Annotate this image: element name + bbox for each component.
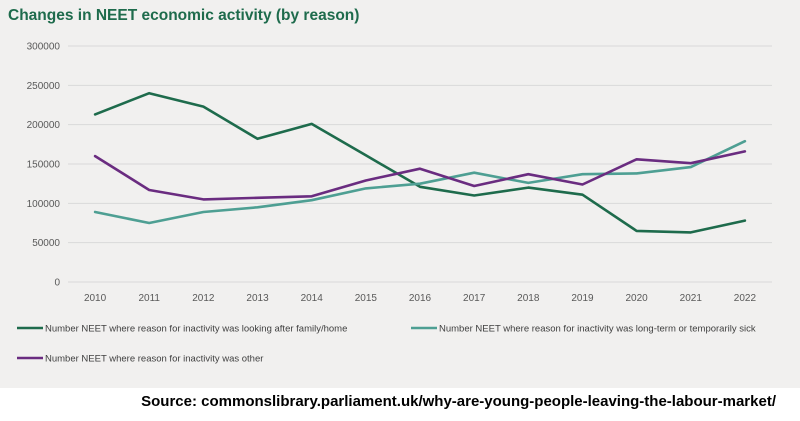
chart-title: Changes in NEET economic activity (by re… (8, 7, 360, 24)
x-tick-label-2014: 2014 (301, 293, 324, 304)
x-tick-label-2011: 2011 (138, 293, 160, 304)
y-tick-label-0: 0 (54, 278, 60, 289)
x-tick-label-2019: 2019 (571, 293, 594, 304)
series-line-1 (93, 91, 747, 234)
x-tick-label-2017: 2017 (463, 293, 486, 304)
series-line-2 (93, 139, 747, 225)
y-tick-label-100000: 100000 (27, 199, 61, 210)
source-caption: Source: commonslibrary.parliament.uk/why… (141, 393, 776, 410)
y-tick-label-250000: 250000 (27, 81, 61, 92)
x-tick-label-2021: 2021 (680, 293, 703, 304)
x-tick-label-2012: 2012 (192, 293, 215, 304)
x-tick-label-2013: 2013 (246, 293, 269, 304)
x-tick-label-2010: 2010 (84, 293, 107, 304)
x-tick-label-2022: 2022 (734, 293, 757, 304)
legend-label-3: Number NEET where reason for inactivity … (45, 354, 263, 365)
chart-panel (0, 0, 800, 388)
y-tick-label-200000: 200000 (27, 120, 61, 131)
x-tick-label-2020: 2020 (625, 293, 648, 304)
y-tick-label-150000: 150000 (27, 160, 61, 171)
legend-label-1: Number NEET where reason for inactivity … (45, 324, 347, 335)
legend-label-2: Number NEET where reason for inactivity … (439, 324, 756, 335)
y-tick-label-300000: 300000 (27, 42, 61, 53)
line-chart: 0 50000 100000 150000 200000 250000 300000 2010… (17, 42, 772, 365)
series-line-3 (93, 150, 747, 201)
x-tick-label-2016: 2016 (409, 293, 432, 304)
x-tick-label-2018: 2018 (517, 293, 540, 304)
y-tick-label-50000: 50000 (32, 238, 60, 249)
x-tick-label-2015: 2015 (355, 293, 378, 304)
